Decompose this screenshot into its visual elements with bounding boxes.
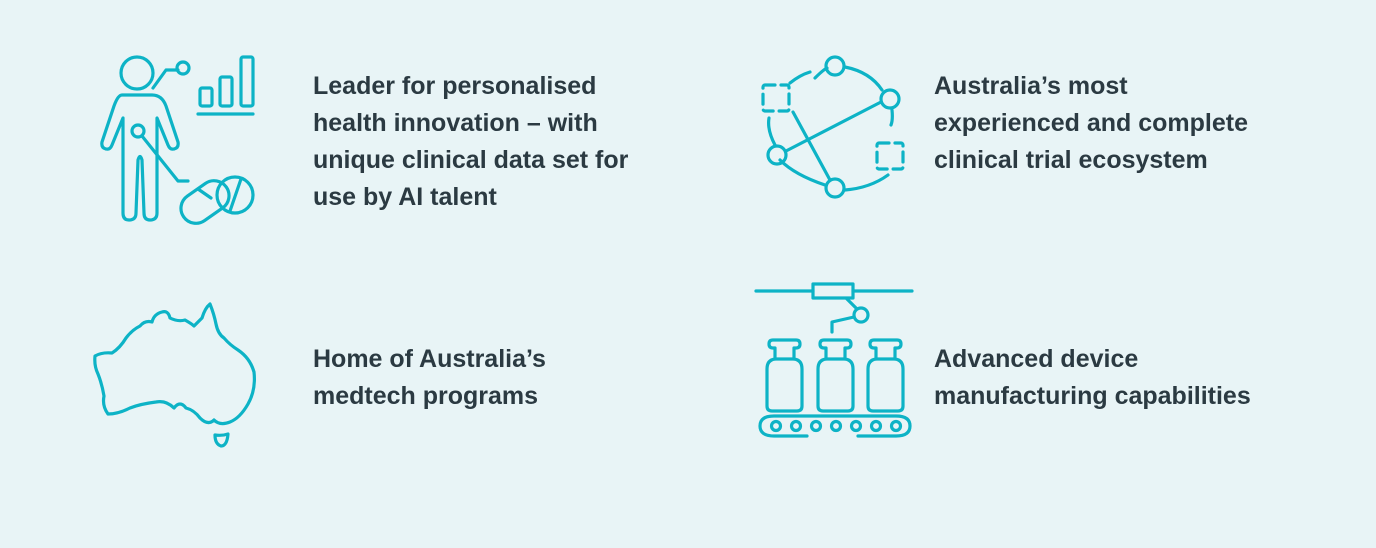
manufacturing-conveyor-icon	[752, 280, 917, 445]
feature-text: Australia’s most experienced and complet…	[934, 72, 1249, 174]
network-ecosystem-icon	[755, 50, 915, 210]
feature-text: Advanced device manufacturing capabiliti…	[934, 345, 1251, 410]
feature-text: Leader for personalised health innovatio…	[313, 72, 629, 211]
person-health-data-icon	[90, 50, 270, 225]
australia-map-icon	[90, 300, 265, 455]
feature-text: Home of Australia’s medtech programs	[313, 345, 546, 410]
